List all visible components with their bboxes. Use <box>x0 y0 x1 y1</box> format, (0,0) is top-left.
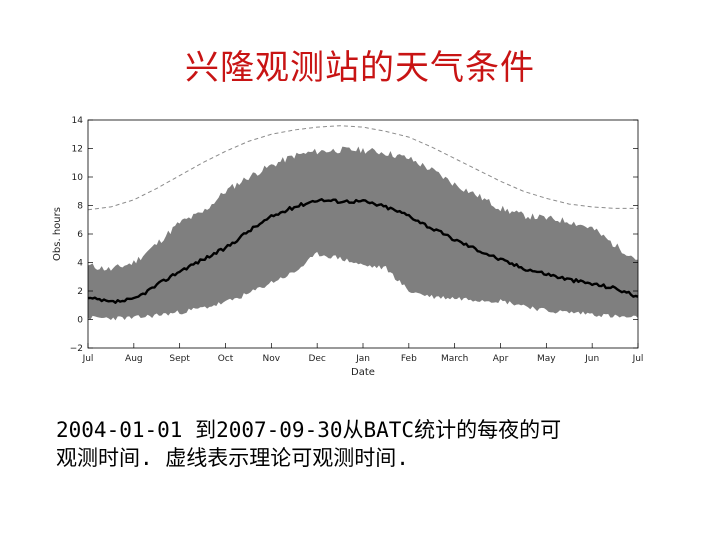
y-tick-label: 6 <box>77 230 83 240</box>
y-tick-label: 8 <box>77 202 83 212</box>
slide-caption: 2004-01-01 到2007-09-30从BATC统计的每夜的可 观测时间.… <box>56 416 696 472</box>
y-axis-ticks: −2 0 2 4 6 8 10 12 14 <box>70 116 638 354</box>
y-tick-label: 0 <box>77 316 83 326</box>
x-tick-label: Jul <box>82 354 94 364</box>
caption-line-2: 观测时间. 虚线表示理论可观测时间. <box>56 446 409 470</box>
x-tick-label: May <box>537 354 556 364</box>
caption-line-1: 2004-01-01 到2007-09-30从BATC统计的每夜的可 <box>56 418 562 442</box>
y-tick-label: 12 <box>72 145 83 155</box>
observing-hours-chart: −2 0 2 4 6 8 10 12 14 Jul Aug Sept Oct Nov Dec Jan Feb M… <box>52 116 644 378</box>
x-axis-ticks: Jul Aug Sept Oct Nov Dec Jan Feb March Apr May Jun J… <box>82 343 644 364</box>
slide-title: 兴隆观测站的天气条件 <box>185 48 535 88</box>
x-tick-label: March <box>441 354 468 364</box>
theoretical-hours-dashed-line <box>87 125 638 211</box>
observing-hours-range-band <box>88 146 638 321</box>
x-tick-label: Jan <box>355 354 370 364</box>
x-tick-label: Jul <box>632 354 644 364</box>
y-tick-label: 10 <box>72 173 84 183</box>
x-tick-label: Sept <box>169 354 190 364</box>
x-tick-label: Apr <box>493 354 509 364</box>
y-tick-label: −2 <box>70 344 83 354</box>
y-tick-label: 4 <box>77 259 83 269</box>
x-tick-label: Feb <box>401 354 417 364</box>
x-tick-label: Jun <box>584 354 599 364</box>
x-tick-label: Nov <box>263 354 281 364</box>
x-tick-label: Oct <box>218 354 234 364</box>
y-tick-label: 2 <box>77 287 83 297</box>
x-tick-label: Aug <box>125 354 143 364</box>
x-tick-label: Dec <box>308 354 325 364</box>
median-hours-line <box>87 198 639 304</box>
y-axis-label: Obs. hours <box>52 207 63 261</box>
plot-layer <box>87 125 639 321</box>
y-tick-label: 14 <box>72 116 84 126</box>
x-axis-label: Date <box>351 367 375 378</box>
